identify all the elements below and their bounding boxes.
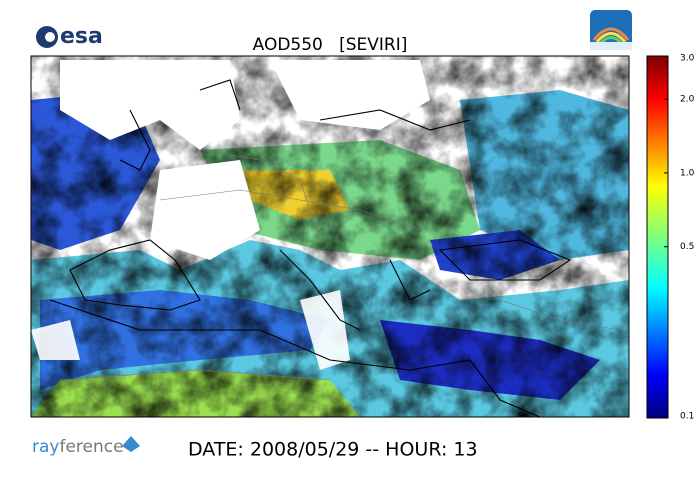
project-icon: [590, 10, 632, 50]
tick-label: 3.0: [680, 54, 695, 64]
colorbar: 3.0 2.0 1.0 0.5 0.1: [646, 54, 695, 422]
logo-text: esa: [60, 24, 103, 49]
colorbar-scale: [646, 55, 669, 419]
rayference-logo: rayference: [32, 436, 140, 457]
tick-label: 0.1: [680, 412, 694, 422]
tick-label: 2.0: [680, 95, 695, 105]
logo-part: ference: [59, 437, 123, 457]
tick-label: 0.5: [680, 242, 694, 252]
tick-label: 1.0: [680, 168, 695, 178]
date-caption: DATE: 2008/05/29 -- HOUR: 13: [188, 439, 478, 461]
aod-map: [31, 56, 629, 417]
esa-logo: esa: [36, 24, 103, 49]
logo-text: rayference: [32, 437, 124, 457]
logo-part: ray: [32, 437, 59, 457]
map-frame: [30, 55, 630, 418]
map-title: AOD550 [SEVIRI]: [253, 35, 408, 55]
